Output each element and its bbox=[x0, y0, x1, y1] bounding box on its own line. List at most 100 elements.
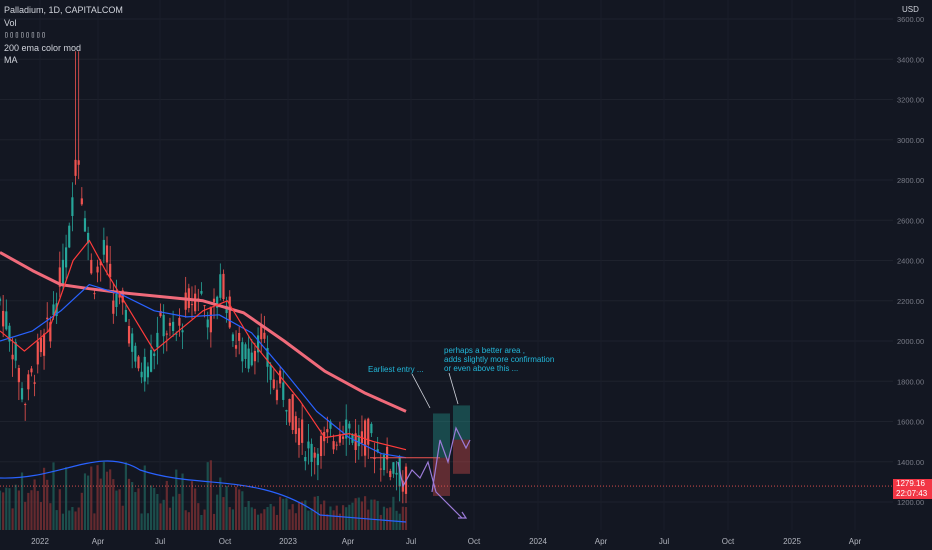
candle-body bbox=[137, 356, 140, 369]
candle-body bbox=[134, 345, 137, 362]
volume-bar bbox=[187, 512, 190, 530]
candle-body bbox=[288, 398, 291, 423]
volume-bar bbox=[206, 462, 209, 530]
volume-bar bbox=[294, 513, 297, 530]
vol-indicator-label[interactable]: Vol bbox=[4, 17, 17, 28]
candle-body bbox=[310, 443, 313, 462]
candle-body bbox=[121, 290, 124, 303]
candle-body bbox=[36, 341, 39, 365]
candle-body bbox=[386, 446, 389, 460]
volume-bar bbox=[225, 485, 228, 530]
volume-bar bbox=[234, 486, 238, 530]
candle-body bbox=[96, 266, 99, 273]
candle-body bbox=[382, 454, 386, 470]
volume-bar bbox=[376, 500, 379, 530]
volume-bar bbox=[140, 513, 143, 530]
ma-indicator-label[interactable]: MA bbox=[4, 55, 18, 65]
ema-indicator-label[interactable]: 200 ema color mod bbox=[4, 42, 82, 53]
candle-body bbox=[178, 317, 181, 326]
candle-body bbox=[269, 365, 272, 380]
candle-body bbox=[153, 353, 156, 356]
volume-bar bbox=[228, 507, 231, 530]
volume-bar bbox=[49, 503, 52, 530]
volume-bar bbox=[326, 514, 329, 530]
volume-bar bbox=[102, 461, 105, 530]
y-tick-label: 2400.00 bbox=[897, 257, 924, 266]
projection-path-down bbox=[397, 460, 463, 519]
candle-body bbox=[326, 429, 329, 433]
candle-body bbox=[228, 296, 231, 328]
volume-bar bbox=[338, 513, 342, 530]
y-tick-label: 3600.00 bbox=[897, 15, 924, 24]
volume-bar bbox=[194, 488, 197, 530]
volume-bar bbox=[36, 490, 39, 530]
candle-body bbox=[194, 293, 197, 312]
volume-bar bbox=[335, 505, 338, 530]
volume-bar bbox=[121, 505, 124, 530]
indicator-values-placeholder: ▯▯▯▯▯▯▯▯ bbox=[4, 30, 47, 39]
candle-body bbox=[354, 433, 357, 451]
annotation-better-area-3[interactable]: or even above this ... bbox=[444, 364, 519, 373]
candle-body bbox=[162, 314, 165, 337]
indicator-lines bbox=[0, 239, 407, 523]
candle-body bbox=[209, 306, 212, 333]
candle-body bbox=[165, 333, 168, 335]
volume-bar bbox=[105, 471, 109, 530]
annotation-better-area-2[interactable]: adds slightly more confirmation bbox=[444, 355, 555, 364]
candle-body bbox=[77, 160, 80, 165]
candle-body bbox=[131, 333, 134, 352]
volume-bar bbox=[360, 501, 364, 530]
candle-body bbox=[363, 420, 367, 456]
candle-body bbox=[231, 334, 234, 341]
candle-body bbox=[181, 330, 184, 333]
volume-bar bbox=[2, 492, 5, 530]
volume-bar bbox=[61, 513, 65, 530]
volume-bar bbox=[118, 489, 121, 530]
currency-label[interactable]: USD bbox=[902, 5, 919, 14]
y-tick-label: 1600.00 bbox=[897, 418, 924, 427]
volume-bar bbox=[197, 503, 200, 530]
annotation-better-area-1[interactable]: perhaps a better area , bbox=[444, 346, 525, 355]
volume-bar bbox=[162, 499, 165, 530]
volume-bar bbox=[209, 460, 212, 530]
volume-bar bbox=[367, 509, 370, 530]
drawings bbox=[0, 372, 893, 519]
volume-bar bbox=[260, 513, 263, 530]
volume-bar bbox=[272, 506, 275, 530]
candle-body bbox=[389, 470, 392, 478]
x-tick-label: Jul bbox=[155, 537, 165, 546]
volume-bar bbox=[52, 462, 55, 530]
annotation-earliest-entry[interactable]: Earliest entry ... bbox=[368, 365, 424, 374]
x-tick-label: Apr bbox=[849, 537, 862, 546]
candle-body bbox=[203, 305, 206, 307]
candle-body bbox=[297, 428, 301, 446]
x-tick-label: Jul bbox=[659, 537, 669, 546]
symbol-title[interactable]: Palladium, 1D, CAPITALCOM bbox=[4, 5, 123, 15]
volume-bar bbox=[382, 506, 386, 530]
volume-bar bbox=[39, 501, 43, 530]
volume-bar bbox=[24, 501, 27, 530]
candle-body bbox=[168, 322, 172, 326]
candle-body bbox=[124, 309, 127, 322]
volume-bar bbox=[109, 469, 112, 530]
candle-body bbox=[190, 304, 194, 306]
candle-body bbox=[225, 305, 228, 314]
candle-body bbox=[357, 435, 360, 447]
candle-body bbox=[68, 225, 71, 248]
candle-body bbox=[2, 310, 5, 327]
candle-body bbox=[172, 321, 175, 331]
position-stop-zone bbox=[433, 457, 450, 496]
volume-bar bbox=[153, 487, 156, 530]
volume-bar bbox=[0, 490, 2, 530]
candle-body bbox=[46, 317, 49, 320]
volume-bar bbox=[212, 513, 216, 530]
volume-bar bbox=[190, 481, 194, 530]
volume-bar bbox=[291, 504, 294, 530]
candle-body bbox=[61, 259, 65, 285]
candle-body bbox=[275, 389, 279, 401]
candle-body bbox=[256, 335, 260, 353]
volume-bar bbox=[269, 503, 272, 530]
last-price-tag: 1279.16 22:07:43 bbox=[893, 479, 932, 499]
